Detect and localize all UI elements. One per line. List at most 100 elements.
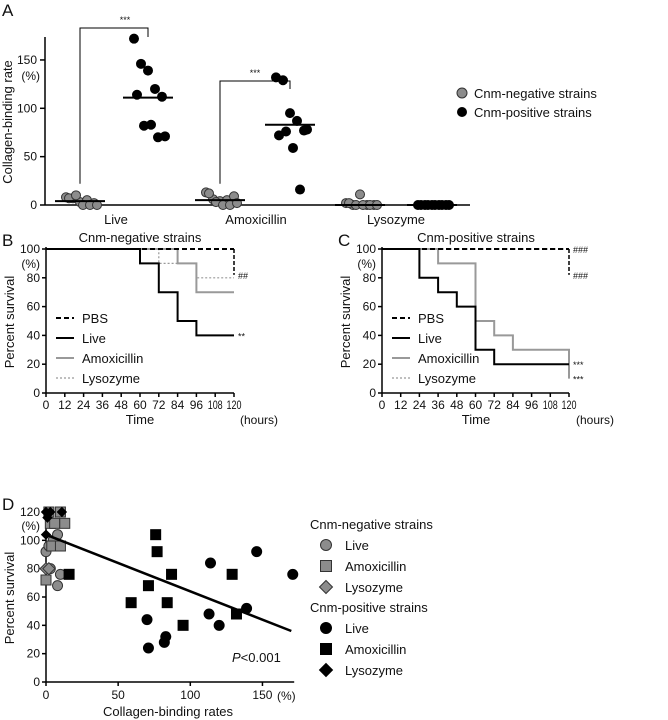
b-y-tick-label: 80 [27, 271, 41, 285]
d-point-negative-amoxicillin [59, 517, 71, 529]
b-x-tick-label: 48 [115, 398, 129, 412]
d-legend-pos-live: Live [345, 621, 369, 636]
c-annotation: ### [573, 271, 588, 281]
d-point-positive-amoxicillin [226, 568, 238, 580]
d-y-tick-label: 120 [20, 505, 40, 519]
d-point-positive-live [251, 546, 263, 558]
d-point-positive-amoxicillin [150, 529, 162, 541]
b-xunit: (hours) [240, 413, 278, 427]
a-category-lysozyme: Lysozyme [367, 212, 425, 227]
d-point-positive-live [203, 608, 215, 620]
a-y-tick-label: 100 [17, 101, 37, 115]
a-legend-negative-marker [456, 87, 468, 99]
a-bracket-amoxicillin [219, 80, 291, 184]
d-point-positive-amoxicillin [151, 546, 163, 558]
d-point-positive-amoxicillin [177, 619, 189, 631]
c-legend-pbs: PBS [418, 311, 444, 326]
c-x-tick-label: 72 [488, 398, 502, 412]
b-x-tick-label: 72 [152, 398, 166, 412]
a-point-positive [136, 58, 146, 69]
d-point-negative-lysozyme [42, 561, 56, 576]
c-x-tick-label: 36 [431, 398, 445, 412]
b-x-tick-label: 108 [208, 398, 223, 412]
d-xunit: (%) [277, 689, 296, 703]
a-sig-amoxicillin: *** [250, 68, 261, 78]
a-point-positive [295, 184, 305, 195]
d-regression-line [45, 533, 292, 633]
c-curve-amoxicillin [382, 248, 570, 379]
a-point-positive [285, 108, 295, 119]
c-x-tick-label: 24 [413, 398, 427, 412]
d-y-tick-label: 80 [27, 562, 41, 576]
d-point-positive-live [142, 642, 154, 654]
d-point-positive-amoxicillin [166, 568, 178, 580]
panel-label-c: C [338, 231, 350, 250]
d-yunit: (%) [21, 519, 40, 533]
a-yunit: (%) [21, 69, 40, 83]
c-legend-amoxicillin: Amoxicillin [418, 351, 479, 366]
c-xlabel: Time [462, 412, 490, 427]
d-legend-negative-square-marker [320, 560, 332, 572]
d-legend-positive-circle-marker [320, 622, 332, 634]
d-pvalue-p: P [232, 650, 241, 665]
d-legend-negative-circle-marker [320, 539, 332, 551]
c-x-tick-label: 0 [379, 398, 386, 412]
c-x-tick-label: 12 [394, 398, 408, 412]
a-point-negative [355, 189, 365, 200]
c-legend-live: Live [418, 331, 442, 346]
d-point-positive-lysozyme [45, 506, 56, 518]
a-point-positive [288, 142, 298, 153]
b-curve-amoxicillin [46, 248, 234, 294]
c-x-tick-label: 120 [562, 398, 577, 412]
a-legend-positive-marker [457, 107, 467, 117]
c-x-tick-label: 108 [543, 398, 558, 412]
c-xunit: (hours) [576, 413, 614, 427]
d-y-tick-label: 20 [27, 647, 41, 661]
c-x-tick-label: 60 [469, 398, 483, 412]
b-x-tick-label: 12 [58, 398, 72, 412]
d-ylabel: Percent survival [2, 552, 17, 645]
a-sig-live: *** [120, 15, 131, 25]
a-category-live: Live [104, 212, 128, 227]
b-x-tick-label: 0 [43, 398, 50, 412]
c-x-tick-label: 84 [506, 398, 520, 412]
b-curve-live [46, 248, 234, 337]
a-point-positive [302, 124, 312, 135]
d-xlabel: Collagen-binding rates [103, 704, 234, 719]
b-annotation: ** [238, 331, 246, 341]
b-annotation: ## [238, 271, 248, 281]
c-y-tick-label: 100 [356, 242, 376, 256]
a-point-negative [204, 188, 214, 199]
d-legend-positive-diamond-marker [318, 662, 334, 678]
d-point-negative-amoxicillin [49, 517, 61, 529]
b-legend-live: Live [82, 331, 106, 346]
a-category-amoxicillin: Amoxicillin [225, 212, 286, 227]
c-annotation: ### [573, 245, 588, 255]
b-title: Cnm-negative strains [79, 230, 202, 245]
d-y-tick-label: 60 [27, 590, 41, 604]
b-y-tick-label: 40 [27, 328, 41, 342]
d-pvalue: P<0.001 [232, 650, 281, 665]
d-point-positive-amoxicillin [161, 597, 173, 609]
c-y-tick-label: 20 [363, 357, 377, 371]
d-point-positive-live [205, 557, 217, 569]
b-legend-amoxicillin: Amoxicillin [82, 351, 143, 366]
c-curve-live [382, 248, 569, 366]
c-x-tick-label: 96 [525, 398, 539, 412]
d-y-tick-label: 40 [27, 618, 41, 632]
b-y-tick-label: 0 [33, 386, 40, 400]
b-x-tick-label: 24 [77, 398, 91, 412]
d-legend-negative-diamond-marker [318, 579, 334, 595]
d-point-positive-live [287, 568, 299, 580]
d-legend-neg-amoxicillin: Amoxicillin [345, 559, 406, 574]
d-y-tick-label: 100 [20, 533, 40, 547]
d-x-tick-label: 50 [111, 688, 125, 702]
a-point-positive [160, 131, 170, 142]
a-point-positive [129, 33, 139, 44]
b-x-tick-label: 60 [133, 398, 147, 412]
d-legend-negative-title: Cnm-negative strains [310, 517, 433, 532]
b-x-tick-label: 84 [171, 398, 185, 412]
d-point-positive-amoxicillin [63, 568, 75, 580]
b-y-tick-label: 20 [27, 357, 41, 371]
d-legend-pos-amoxicillin: Amoxicillin [345, 642, 406, 657]
